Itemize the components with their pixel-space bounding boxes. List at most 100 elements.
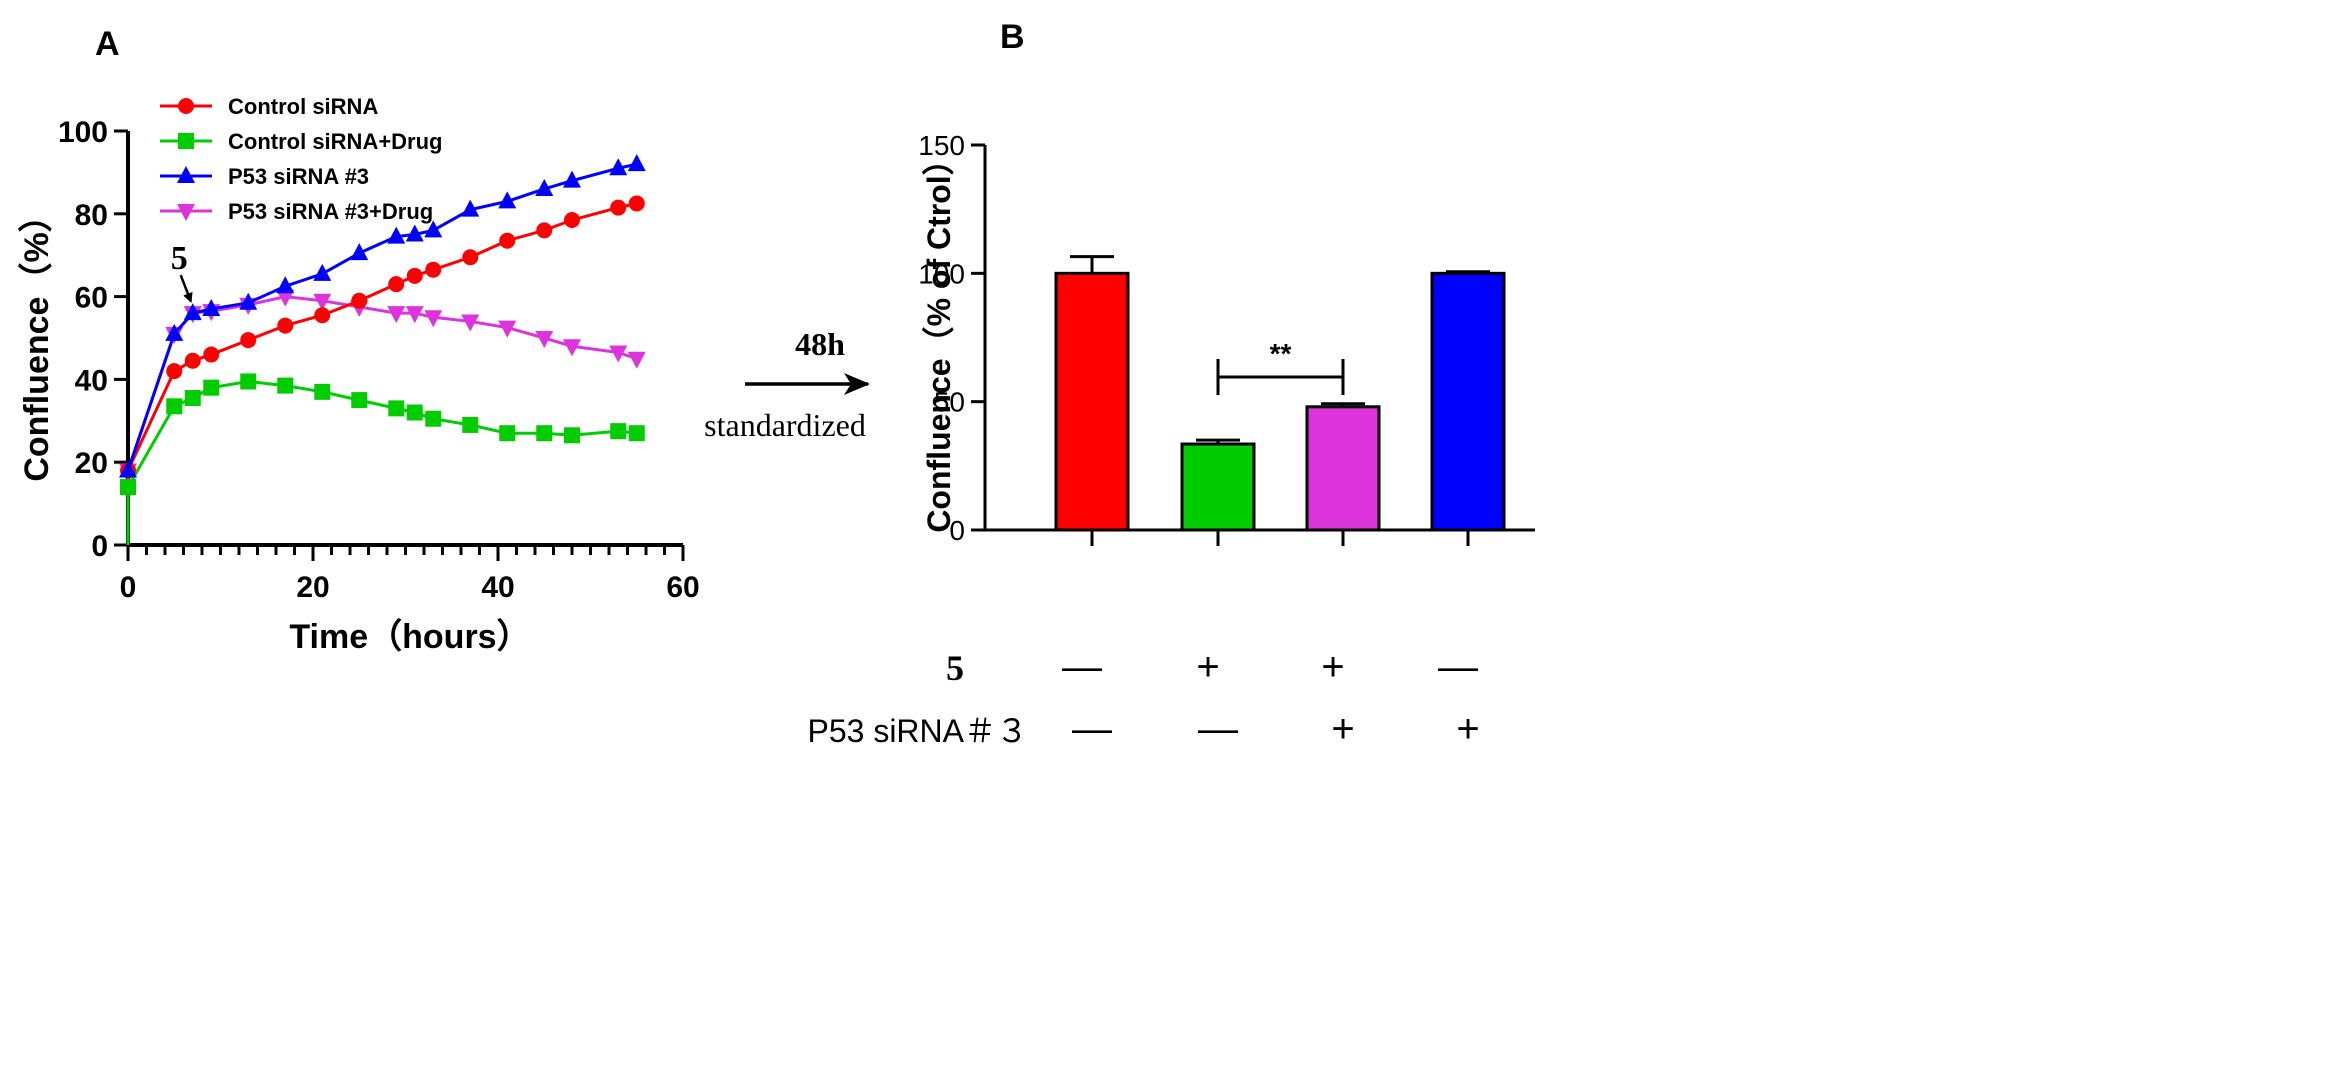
legend-label: P53 siRNA #3 <box>228 164 369 189</box>
bar <box>1180 442 1256 532</box>
bar-group-2 <box>1180 438 1256 532</box>
panel-a-y-axis-title: Confluence（%） <box>17 198 56 481</box>
series-point <box>276 276 295 294</box>
panel-a-label: A <box>95 25 120 63</box>
condition-sign: + <box>1456 707 1479 751</box>
legend-label: Control siRNA+Drug <box>228 129 443 154</box>
series-point <box>424 310 443 328</box>
condition-sign: + <box>1196 645 1219 689</box>
y-tick-label: 20 <box>75 447 108 480</box>
legend-item: Control siRNA <box>160 94 378 119</box>
y-tick-label: 100 <box>58 116 108 149</box>
significance-bracket: ** <box>1216 338 1345 395</box>
legend-label: P53 siRNA #3+Drug <box>228 199 433 224</box>
transition-bottom-label: standardized <box>704 407 866 443</box>
bar <box>1430 271 1506 532</box>
series-point <box>203 379 220 396</box>
series-point <box>498 320 517 338</box>
condition-sign: — <box>1072 707 1112 751</box>
series-point <box>627 154 646 172</box>
y-tick-label: 0 <box>91 530 108 563</box>
bar <box>1305 405 1381 532</box>
series-point <box>388 276 405 293</box>
series-point <box>240 373 257 390</box>
panel-b-ticks: 0 50 100 150 <box>918 130 1470 546</box>
series-point <box>276 289 295 307</box>
x-tick-label: 20 <box>296 571 329 604</box>
x-tick-label: 60 <box>666 571 699 604</box>
series-point <box>498 191 517 209</box>
series-point <box>628 425 645 442</box>
legend-marker <box>177 204 195 221</box>
annotation-arrow <box>179 274 193 304</box>
panel-b: B 0 50 100 150 ** 5 P53 siRNA＃３ — + + — — — + + Co… <box>807 18 1535 751</box>
condition-sign: — <box>1062 645 1102 689</box>
series-point <box>239 292 258 310</box>
condition-sign: — <box>1198 707 1238 751</box>
panel-a-x-axis-title: Time（hours） <box>289 617 530 656</box>
series-point <box>535 331 554 348</box>
series-point <box>499 425 516 442</box>
series-point <box>627 351 646 369</box>
series-point <box>628 195 645 212</box>
legend-label: Control siRNA <box>228 94 378 119</box>
panel-b-label: B <box>1000 18 1025 56</box>
y-tick-label: 80 <box>75 199 108 232</box>
condition-sign: + <box>1321 645 1344 689</box>
b-y-tick-label: 150 <box>918 130 965 161</box>
series-point <box>203 346 220 363</box>
series-line <box>126 379 637 488</box>
series-point <box>405 224 424 242</box>
series-point <box>277 317 294 334</box>
condition-label-p53-sirna: P53 siRNA＃３ <box>807 713 1028 749</box>
series-point <box>165 323 184 341</box>
legend-item: P53 siRNA #3+Drug <box>160 199 433 224</box>
series-point <box>405 306 424 324</box>
condition-sign: + <box>1331 707 1354 751</box>
series-point <box>609 158 628 176</box>
series-point <box>610 199 627 216</box>
series-point <box>563 339 581 357</box>
series-point <box>425 261 442 278</box>
x-tick-label: 0 <box>120 571 137 604</box>
series-point <box>166 398 183 415</box>
series-point <box>461 199 480 217</box>
series-point <box>406 267 423 284</box>
legend-item: P53 siRNA #3 <box>160 164 369 189</box>
series-point <box>424 220 443 238</box>
panel-b-bars <box>1054 255 1506 532</box>
series-point <box>609 345 628 363</box>
series-point <box>461 314 480 332</box>
series-point <box>277 377 294 394</box>
panel-a-legend: Control siRNA Control siRNA+Drug P53 siRN… <box>160 94 443 224</box>
bar-group-3 <box>1305 402 1381 532</box>
transition-top-label: 48h <box>795 326 845 362</box>
series-point <box>240 332 257 349</box>
series-point <box>350 243 369 261</box>
panel-a-series <box>119 154 646 545</box>
condition-sign: — <box>1438 645 1478 689</box>
series-point <box>388 400 405 417</box>
bar-group-4 <box>1430 270 1506 532</box>
series-point <box>406 404 423 421</box>
panel-a-axes <box>126 131 683 547</box>
bar <box>1054 271 1130 532</box>
series-point <box>314 307 331 324</box>
series-point <box>313 293 332 311</box>
bar-group-1 <box>1054 255 1130 532</box>
series-point <box>387 306 406 324</box>
series-point <box>313 263 332 281</box>
series-point <box>314 383 331 400</box>
legend-marker <box>177 166 195 183</box>
drug-5-annotation: 5 <box>171 240 188 277</box>
series-point <box>387 226 406 244</box>
y-tick-label: 40 <box>75 364 108 397</box>
series-2 <box>120 373 645 545</box>
b-y-tick-label: 50 <box>934 387 965 418</box>
legend-item: Control siRNA+Drug <box>160 129 443 154</box>
series-point <box>183 303 202 321</box>
series-point <box>425 410 442 427</box>
series-point <box>610 423 627 440</box>
